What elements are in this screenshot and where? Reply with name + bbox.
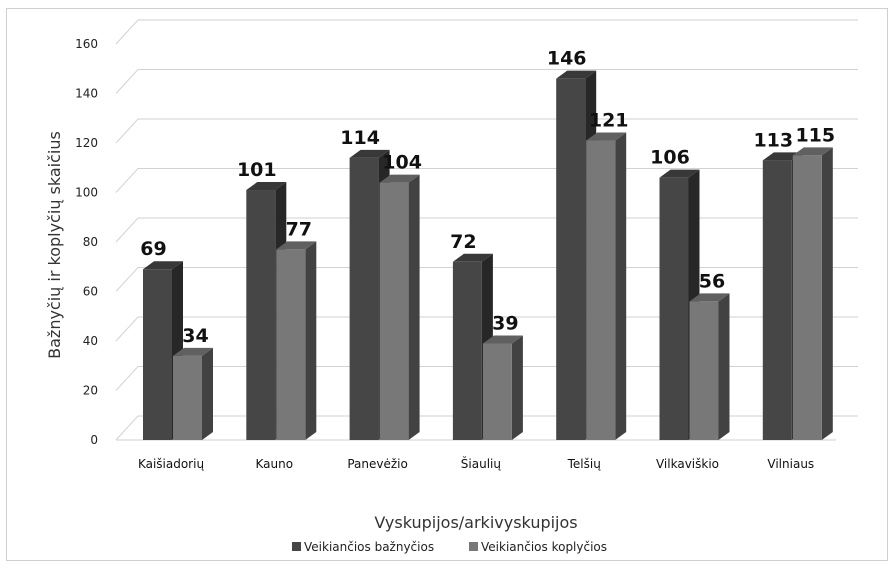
data-label: 69 xyxy=(140,238,166,260)
bar-side xyxy=(718,293,730,440)
data-label: 77 xyxy=(286,218,312,240)
data-label: 106 xyxy=(650,147,690,169)
bar-top xyxy=(173,347,213,356)
data-label: 115 xyxy=(795,124,835,146)
y-tick-label: 120 xyxy=(75,136,98,150)
bar-side xyxy=(511,335,523,440)
y-axis-ticks: 0 20 40 60 80 100 120 140 160 xyxy=(75,37,98,447)
bar xyxy=(762,160,792,440)
y-tick-label: 40 xyxy=(83,334,98,348)
x-tick-label: Vilniaus xyxy=(767,457,814,471)
bar-side xyxy=(202,347,213,440)
x-tick-label: Panevėžio xyxy=(347,457,408,471)
legend-label-churches: Veikiančios bažnyčios xyxy=(304,540,434,554)
bar-side xyxy=(305,241,317,440)
legend-swatch-chapels xyxy=(469,542,478,551)
data-label: 56 xyxy=(699,270,725,292)
gridline xyxy=(115,168,858,193)
data-label: 113 xyxy=(753,129,793,151)
bar xyxy=(659,177,689,440)
bar-top xyxy=(143,261,183,270)
bar xyxy=(379,182,409,440)
bar xyxy=(689,301,719,440)
data-label: 104 xyxy=(382,152,422,174)
data-label: 114 xyxy=(340,127,380,149)
x-axis-ticks: Kaišiadorių Kauno Panevėžio Šiaulių Telšių Vi… xyxy=(138,456,814,471)
gridline xyxy=(115,217,858,243)
bar-top xyxy=(452,253,493,262)
x-tick-label: Kaišiadorių xyxy=(138,457,205,471)
legend: Veikiančios bažnyčios Veikiančios koplyč… xyxy=(292,540,607,554)
data-label: 101 xyxy=(237,159,277,181)
x-axis-title: Vyskupijos/arkivyskupijos xyxy=(374,513,577,532)
bar xyxy=(276,249,306,440)
bar xyxy=(482,343,512,440)
gridline xyxy=(115,118,858,144)
y-tick-label: 60 xyxy=(83,285,98,299)
bar-top xyxy=(379,174,420,183)
data-label: 34 xyxy=(182,325,208,347)
bar-side xyxy=(821,147,833,440)
x-tick-label: Kauno xyxy=(256,457,294,471)
bar-side xyxy=(615,132,627,440)
bar-top xyxy=(586,132,627,141)
bar-top xyxy=(246,182,287,191)
y-tick-label: 80 xyxy=(83,235,98,249)
bar xyxy=(586,140,616,440)
bar-side xyxy=(408,174,420,440)
y-tick-label: 140 xyxy=(75,87,98,101)
bar xyxy=(452,261,482,440)
bar-top xyxy=(349,149,390,158)
bar-top xyxy=(276,241,317,250)
legend-label-chapels: Veikiančios koplyčios xyxy=(481,540,607,554)
bar xyxy=(173,355,202,440)
data-label: 121 xyxy=(589,110,629,132)
x-tick-label: Vilkaviškio xyxy=(656,457,719,471)
y-tick-label: 100 xyxy=(75,186,98,200)
bar-top xyxy=(659,169,700,178)
gridline xyxy=(115,19,858,45)
data-label: 146 xyxy=(547,48,587,70)
legend-swatch-churches xyxy=(292,542,301,551)
y-tick-label: 20 xyxy=(83,384,98,398)
x-tick-label: Šiaulių xyxy=(461,456,502,471)
y-tick-label: 160 xyxy=(75,37,98,51)
gridline xyxy=(115,69,858,94)
y-axis-title: Bažnyčių ir koplyčių skaičius xyxy=(45,131,64,359)
bar xyxy=(246,190,276,440)
bar xyxy=(349,157,379,440)
data-label: 72 xyxy=(450,231,476,253)
bar-top xyxy=(689,293,730,302)
bars xyxy=(143,70,833,441)
data-label: 39 xyxy=(492,312,518,334)
y-tick-label: 0 xyxy=(90,433,98,447)
bar-top xyxy=(556,70,597,79)
x-tick-label: Telšių xyxy=(567,457,602,471)
bar-top xyxy=(792,147,833,156)
bar xyxy=(792,155,822,440)
bar xyxy=(556,78,586,441)
bar-top xyxy=(482,335,523,344)
bar xyxy=(143,269,172,440)
